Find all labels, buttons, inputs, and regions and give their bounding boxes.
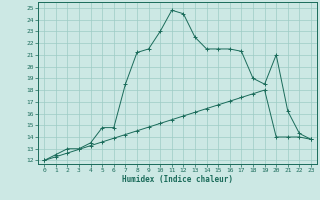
X-axis label: Humidex (Indice chaleur): Humidex (Indice chaleur) — [122, 175, 233, 184]
